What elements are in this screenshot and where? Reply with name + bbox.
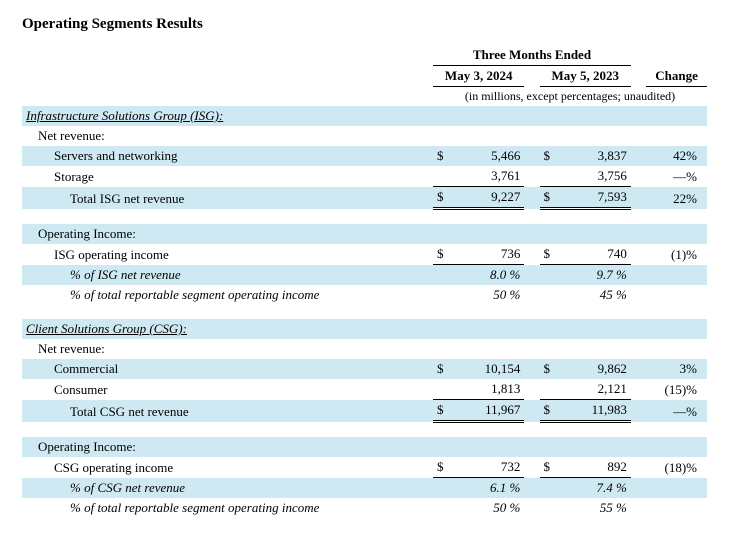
row-chg: 42% <box>646 146 707 166</box>
header-note: (in millions, except percentages; unaudi… <box>433 87 707 107</box>
row-cur2: $ <box>540 187 563 209</box>
csg-heading: Client Solutions Group (CSG): <box>22 319 433 339</box>
header-change: Change <box>646 66 707 87</box>
isg-heading: Infrastructure Solutions Group (ISG): <box>22 106 433 126</box>
segments-table: Three Months Ended May 3, 2024 May 5, 20… <box>22 45 707 518</box>
isg-heading-row: Infrastructure Solutions Group (ISG): <box>22 106 707 126</box>
row-v1: 732 <box>456 457 524 478</box>
table-row: Storage 3,761 3,756 —% <box>22 166 707 187</box>
row-v2: 45 % <box>562 285 630 305</box>
row-cur1: $ <box>433 244 456 265</box>
row-v2: 7,593 <box>562 187 630 209</box>
row-v1: 1,813 <box>456 379 524 400</box>
table-row: % of ISG net revenue 8.0 % 9.7 % <box>22 265 707 286</box>
row-cur1: $ <box>433 359 456 379</box>
row-v1: 3,761 <box>456 166 524 187</box>
row-cur2: $ <box>540 457 563 478</box>
row-v2: 55 % <box>562 498 630 518</box>
table-row: % of CSG net revenue 6.1 % 7.4 % <box>22 478 707 499</box>
row-chg: (1)% <box>646 244 707 265</box>
isg-op-heading: Operating Income: <box>22 224 433 244</box>
row-v1: 5,466 <box>456 146 524 166</box>
row-label: Total CSG net revenue <box>22 400 433 422</box>
row-v1: 11,967 <box>456 400 524 422</box>
row-label: % of total reportable segment operating … <box>22 498 433 518</box>
row-label: Consumer <box>22 379 433 400</box>
header-row-cols: May 3, 2024 May 5, 2023 Change <box>22 66 707 87</box>
row-v2: 3,837 <box>562 146 630 166</box>
csg-op-heading: Operating Income: <box>22 437 433 457</box>
row-label: % of CSG net revenue <box>22 478 433 499</box>
row-v1: 9,227 <box>456 187 524 209</box>
row-chg: —% <box>646 166 707 187</box>
table-row: % of total reportable segment operating … <box>22 498 707 518</box>
header-row-span: Three Months Ended <box>22 45 707 66</box>
page-title: Operating Segments Results <box>22 16 707 33</box>
header-span: Three Months Ended <box>433 45 631 66</box>
row-v1: 8.0 % <box>456 265 524 286</box>
table-row: CSG operating income $ 732 $ 892 (18)% <box>22 457 707 478</box>
row-chg: (18)% <box>646 457 707 478</box>
row-label: % of ISG net revenue <box>22 265 433 286</box>
row-chg: (15)% <box>646 379 707 400</box>
table-row: ISG operating income $ 736 $ 740 (1)% <box>22 244 707 265</box>
row-label: Commercial <box>22 359 433 379</box>
table-row: % of total reportable segment operating … <box>22 285 707 305</box>
row-chg: 22% <box>646 187 707 209</box>
row-v2: 740 <box>562 244 630 265</box>
row-v1: 736 <box>456 244 524 265</box>
table-row: Servers and networking $ 5,466 $ 3,837 4… <box>22 146 707 166</box>
csg-netrev-label-row: Net revenue: <box>22 339 707 359</box>
row-label: ISG operating income <box>22 244 433 265</box>
csg-netrev-label: Net revenue: <box>22 339 433 359</box>
header-row-note: (in millions, except percentages; unaudi… <box>22 87 707 107</box>
row-v2: 2,121 <box>562 379 630 400</box>
table-row: Total ISG net revenue $ 9,227 $ 7,593 22… <box>22 187 707 209</box>
row-cur1: $ <box>433 187 456 209</box>
row-cur2: $ <box>540 359 563 379</box>
row-label: Total ISG net revenue <box>22 187 433 209</box>
row-label: Storage <box>22 166 433 187</box>
isg-op-heading-row: Operating Income: <box>22 224 707 244</box>
isg-netrev-label: Net revenue: <box>22 126 433 146</box>
row-label: Servers and networking <box>22 146 433 166</box>
row-v2: 892 <box>562 457 630 478</box>
row-v2: 9,862 <box>562 359 630 379</box>
row-v2: 7.4 % <box>562 478 630 499</box>
csg-op-heading-row: Operating Income: <box>22 437 707 457</box>
header-col1: May 3, 2024 <box>433 66 524 87</box>
table-row: Total CSG net revenue $ 11,967 $ 11,983 … <box>22 400 707 422</box>
header-col2: May 5, 2023 <box>540 66 631 87</box>
row-cur2: $ <box>540 244 563 265</box>
row-chg: —% <box>646 400 707 422</box>
row-v2: 9.7 % <box>562 265 630 286</box>
row-v2: 3,756 <box>562 166 630 187</box>
row-v1: 10,154 <box>456 359 524 379</box>
isg-netrev-label-row: Net revenue: <box>22 126 707 146</box>
row-cur2: $ <box>540 146 563 166</box>
csg-heading-row: Client Solutions Group (CSG): <box>22 319 707 339</box>
row-cur1: $ <box>433 400 456 422</box>
row-chg: 3% <box>646 359 707 379</box>
row-cur1: $ <box>433 146 456 166</box>
row-v1: 50 % <box>456 498 524 518</box>
row-v2: 11,983 <box>562 400 630 422</box>
row-cur2: $ <box>540 400 563 422</box>
row-label: % of total reportable segment operating … <box>22 285 433 305</box>
table-row: Commercial $ 10,154 $ 9,862 3% <box>22 359 707 379</box>
row-v1: 6.1 % <box>456 478 524 499</box>
row-label: CSG operating income <box>22 457 433 478</box>
table-row: Consumer 1,813 2,121 (15)% <box>22 379 707 400</box>
row-v1: 50 % <box>456 285 524 305</box>
row-cur1: $ <box>433 457 456 478</box>
